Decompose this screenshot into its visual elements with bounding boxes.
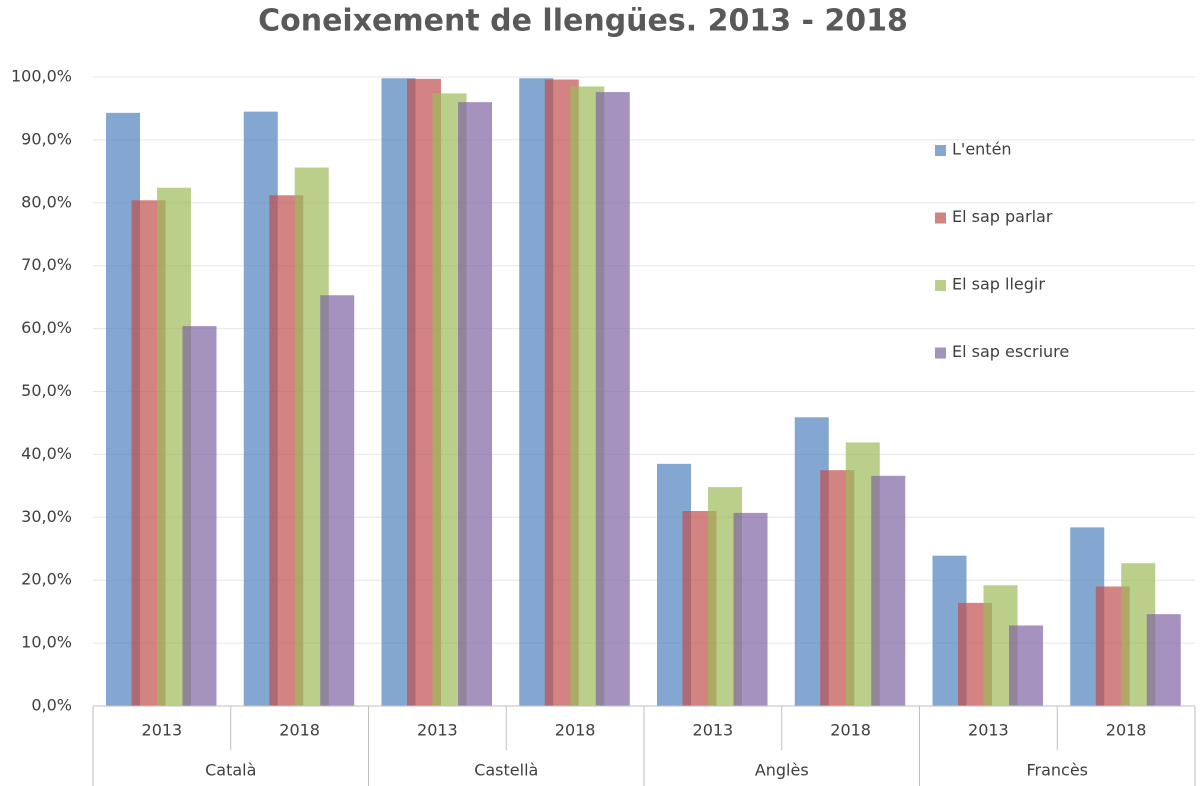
x-tick-label: 2013 [142, 721, 183, 740]
x-tick-label: 2013 [693, 721, 734, 740]
legend-swatch [935, 145, 946, 156]
legend-swatch [935, 212, 946, 224]
group-label: Anglès [755, 761, 809, 780]
y-tick-label: 30,0% [21, 507, 72, 526]
x-tick-label: 2018 [555, 721, 596, 740]
x-tick-label: 2018 [279, 721, 320, 740]
group-label: Francès [1026, 761, 1088, 780]
legend-label: El sap llegir [952, 275, 1045, 294]
legend-label: El sap escriure [952, 342, 1069, 361]
y-tick-label: 60,0% [21, 318, 72, 337]
bar [871, 475, 906, 706]
y-tick-label: 20,0% [21, 570, 72, 589]
bar [1146, 614, 1181, 706]
bar [1009, 625, 1043, 706]
y-tick-label: 80,0% [21, 192, 72, 211]
y-tick-label: 0,0% [31, 696, 72, 715]
y-tick-label: 40,0% [21, 444, 72, 463]
y-tick-label: 50,0% [21, 381, 72, 400]
group-label: Castellà [474, 761, 538, 780]
group-label: Català [205, 761, 256, 780]
chart-title: Coneixement de llengües. 2013 - 2018 [258, 4, 908, 39]
x-tick-label: 2018 [1106, 721, 1147, 740]
y-tick-label: 10,0% [21, 633, 72, 652]
x-tick-label: 2013 [968, 721, 1009, 740]
y-tick-label: 100,0% [11, 67, 72, 86]
legend-swatch [935, 280, 946, 291]
x-tick-label: 2018 [830, 721, 871, 740]
x-tick-label: 2013 [417, 721, 458, 740]
y-tick-label: 70,0% [21, 255, 72, 274]
y-tick-label: 90,0% [21, 129, 72, 148]
legend-label: El sap parlar [952, 207, 1053, 226]
legend-swatch [935, 347, 946, 359]
legend-label: L'entén [952, 140, 1012, 159]
bar [458, 102, 492, 706]
bar [182, 326, 217, 706]
bar [320, 295, 355, 706]
bar [733, 512, 768, 706]
bar [595, 92, 630, 706]
